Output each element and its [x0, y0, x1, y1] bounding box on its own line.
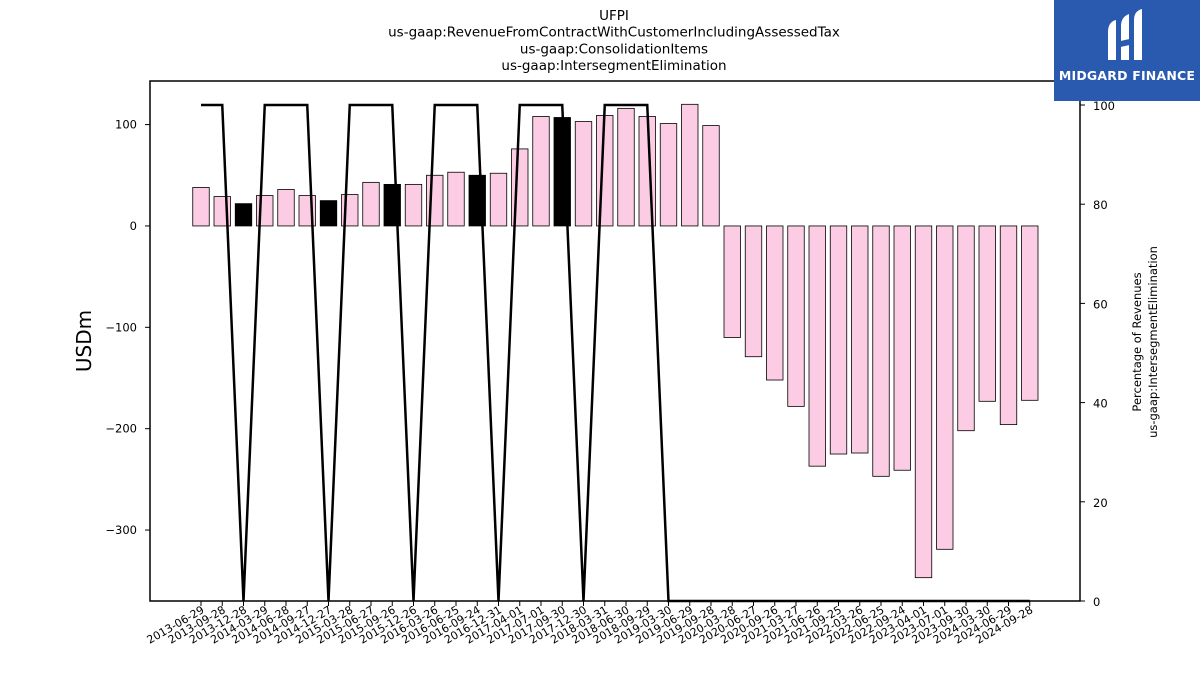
left-tick-label: 100 — [115, 118, 137, 132]
bar-2021-09-25 — [829, 225, 848, 455]
bar-2024-06-29 — [999, 225, 1018, 426]
bar-2019-03-30 — [659, 123, 678, 227]
right-tick-label: 80 — [1093, 198, 1108, 212]
left-y-axis: 100 0 −100 −200 −300 — [105, 118, 150, 537]
bar-2020-03-28 — [723, 225, 741, 338]
right-y-axis: 0 20 40 60 80 100 — [1080, 99, 1115, 609]
bar-2015-06-27 — [362, 181, 380, 227]
right-tick-label: 40 — [1093, 397, 1108, 411]
left-tick-label: −100 — [105, 320, 137, 334]
bar-2019-06-29 — [681, 103, 699, 227]
bar-2020-09-26 — [766, 225, 784, 381]
bar-2023-09-30 — [957, 225, 975, 432]
bar-2016-12-31 — [489, 172, 508, 227]
logo-text: MIDGARD FINANCE — [1058, 68, 1196, 83]
bar-2016-06-25 — [447, 171, 465, 227]
left-axis-label: USDm — [72, 310, 96, 372]
bar-2022-03-26 — [851, 225, 869, 454]
right-tick-label: 0 — [1093, 595, 1100, 609]
bar-2014-12-27 — [319, 200, 338, 227]
bar-2015-12-26 — [404, 183, 423, 227]
left-tick-label: −200 — [105, 422, 137, 436]
right-tick-label: 20 — [1093, 496, 1108, 510]
right-axis-label: Percentage of Revenues us-gaap:Intersegme… — [1130, 246, 1160, 438]
right-axis-label-line-2: us-gaap:IntersegmentElimination — [1146, 246, 1160, 438]
bar-2024-03-30 — [978, 225, 996, 402]
midgard-finance-logo: MIDGARD FINANCE — [1054, 0, 1200, 101]
plot-frame — [149, 80, 1081, 602]
left-tick-label: 0 — [130, 219, 137, 233]
midgard-logo-icon — [1108, 9, 1142, 60]
bar-2024-09-28 — [1021, 225, 1039, 401]
left-tick-label: −300 — [105, 523, 137, 537]
bar-2021-06-26 — [808, 225, 826, 467]
title-line-4: us-gaap:IntersegmentElimination — [501, 58, 726, 74]
x-axis: 2013-06-292013-09-282013-12-282014-03-29… — [145, 601, 1035, 647]
right-axis-label-line-1: Percentage of Revenues — [1130, 272, 1144, 411]
bar-2013-12-28 — [234, 203, 253, 227]
bar-2018-06-30 — [617, 107, 635, 227]
bar-2021-03-27 — [787, 225, 805, 407]
title-line-1: UFPI — [599, 8, 629, 24]
bar-2020-06-27 — [744, 225, 763, 358]
title-line-3: us-gaap:ConsolidationItems — [520, 41, 708, 57]
bars — [192, 103, 1039, 579]
right-tick-label: 100 — [1093, 99, 1115, 113]
bar-2019-09-28 — [702, 125, 720, 227]
bar-2017-07-01 — [532, 116, 550, 227]
bar-2014-06-28 — [277, 189, 295, 227]
bar-2022-06-25 — [872, 225, 890, 477]
right-tick-label: 60 — [1093, 297, 1108, 311]
bar-2023-04-01 — [914, 225, 933, 579]
title-line-2: us-gaap:RevenueFromContractWithCustomerI… — [388, 25, 840, 41]
chart-title: UFPIus-gaap:RevenueFromContractWithCusto… — [388, 8, 840, 74]
bar-2017-12-30 — [574, 121, 593, 227]
bar-2022-09-24 — [893, 225, 911, 471]
bar-2013-06-29 — [192, 187, 210, 227]
bar-2023-07-01 — [936, 225, 954, 550]
